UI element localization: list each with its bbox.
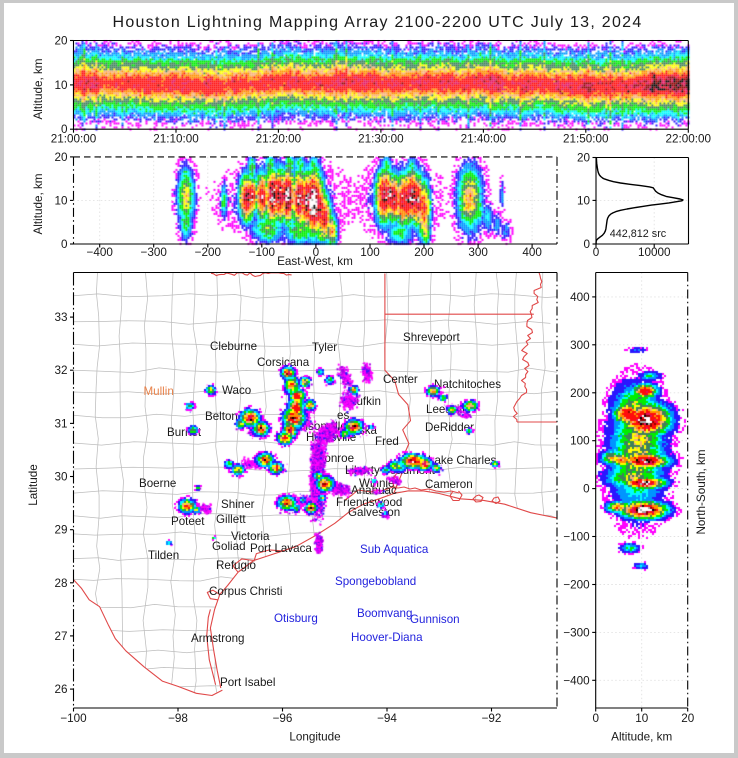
svg-text:33: 33 [54, 311, 67, 324]
svg-text:100: 100 [570, 435, 590, 448]
svg-text:−400: −400 [87, 246, 114, 259]
svg-text:−92: −92 [482, 712, 502, 725]
svg-text:Houston Lightning Mapping Arra: Houston Lightning Mapping Array 2100-220… [112, 14, 642, 31]
svg-text:100: 100 [360, 246, 380, 259]
svg-text:27: 27 [54, 630, 67, 643]
svg-text:20: 20 [54, 151, 68, 164]
svg-text:22:00:00: 22:00:00 [666, 132, 712, 145]
svg-text:21:20:00: 21:20:00 [256, 132, 302, 145]
svg-text:442,812 src: 442,812 src [610, 228, 667, 240]
svg-text:20: 20 [577, 152, 591, 165]
svg-text:−400: −400 [563, 674, 590, 687]
svg-text:−100: −100 [249, 246, 276, 259]
svg-text:0: 0 [583, 238, 590, 251]
svg-text:−300: −300 [563, 626, 590, 639]
svg-text:300: 300 [468, 246, 488, 259]
svg-text:20: 20 [54, 35, 68, 48]
svg-text:Altitude, km: Altitude, km [32, 58, 45, 119]
svg-text:30: 30 [54, 471, 68, 484]
svg-text:10: 10 [577, 194, 591, 207]
svg-text:10: 10 [635, 712, 649, 725]
svg-text:−200: −200 [195, 246, 222, 259]
svg-text:26: 26 [54, 683, 67, 696]
svg-text:400: 400 [522, 246, 542, 259]
svg-text:28: 28 [54, 577, 67, 590]
svg-text:32: 32 [54, 364, 67, 377]
svg-text:−96: −96 [273, 712, 293, 725]
svg-text:Latitude: Latitude [27, 464, 40, 506]
svg-text:Altitude, km: Altitude, km [32, 173, 45, 234]
svg-text:−200: −200 [563, 579, 590, 592]
svg-text:East-West, km: East-West, km [277, 255, 353, 268]
svg-text:20: 20 [681, 712, 695, 725]
svg-text:31: 31 [54, 417, 67, 430]
svg-text:Altitude, km: Altitude, km [611, 731, 672, 744]
svg-text:−300: −300 [141, 246, 168, 259]
svg-text:300: 300 [570, 339, 590, 352]
svg-text:200: 200 [570, 387, 590, 400]
svg-text:−100: −100 [563, 531, 590, 544]
svg-text:0: 0 [592, 712, 599, 725]
svg-text:21:50:00: 21:50:00 [563, 132, 609, 145]
svg-text:29: 29 [54, 524, 67, 537]
svg-text:10: 10 [54, 194, 68, 207]
svg-text:−94: −94 [377, 712, 397, 725]
svg-text:21:00:00: 21:00:00 [51, 132, 97, 145]
svg-text:200: 200 [414, 246, 434, 259]
svg-text:21:40:00: 21:40:00 [461, 132, 507, 145]
svg-text:0: 0 [313, 246, 320, 259]
svg-text:0: 0 [583, 483, 590, 496]
svg-text:21:30:00: 21:30:00 [358, 132, 404, 145]
svg-text:0: 0 [61, 123, 68, 136]
svg-text:North-South, km: North-South, km [695, 449, 708, 534]
svg-text:Longitude: Longitude [289, 731, 340, 744]
svg-text:0: 0 [61, 238, 68, 251]
svg-text:0: 0 [593, 246, 600, 259]
svg-text:10000: 10000 [638, 246, 671, 259]
svg-text:400: 400 [570, 291, 590, 304]
svg-text:21:10:00: 21:10:00 [153, 132, 199, 145]
svg-text:−98: −98 [168, 712, 188, 725]
svg-text:−100: −100 [60, 712, 87, 725]
svg-text:10: 10 [54, 79, 68, 92]
